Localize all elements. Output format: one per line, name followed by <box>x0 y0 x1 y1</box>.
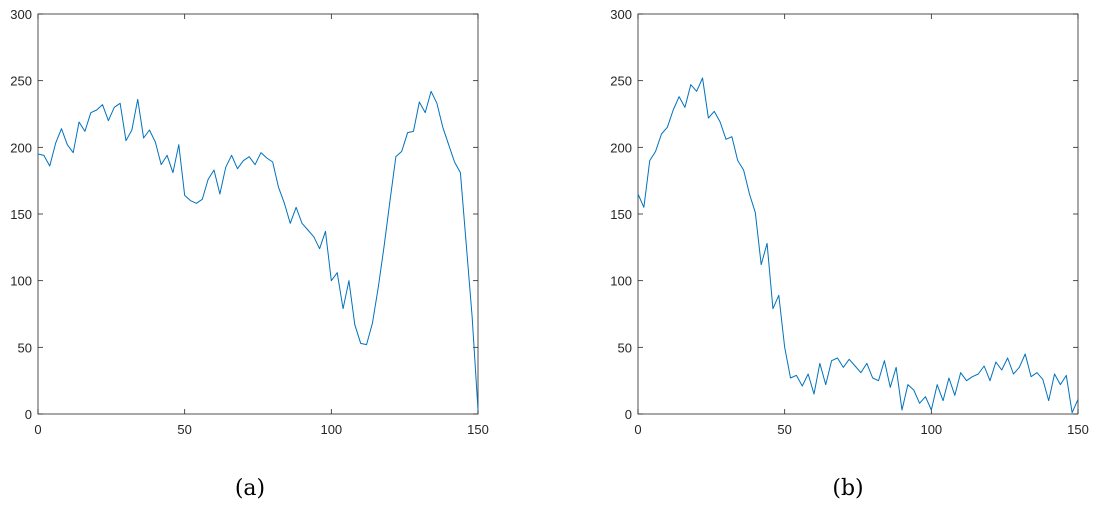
line-chart-a: 0 50 100 150 0 50 100 150 200 250 300 <box>10 7 489 437</box>
y-tick-label-a: 250 <box>10 74 32 89</box>
chart-panel-b: 0 50 100 150 0 50 100 150 200 250 300 (b) <box>548 0 1096 515</box>
y-tick-label-b: 250 <box>610 74 632 89</box>
series-line-a <box>37 90 479 411</box>
caption-b: (b) <box>832 476 864 501</box>
x-tick-label-a: 50 <box>177 422 191 437</box>
chart-panel-a: 0 50 100 150 0 50 100 150 200 250 300 (a) <box>10 7 489 501</box>
line-chart-b: 0 50 100 150 0 50 100 150 200 250 300 <box>610 7 1089 437</box>
y-tick-label-b: 0 <box>625 407 632 422</box>
y-tick-label-a: 300 <box>10 7 32 22</box>
y-tick-label-a: 150 <box>10 207 32 222</box>
y-tick-label-a: 200 <box>10 140 32 155</box>
x-tick-label-a: 0 <box>34 422 41 437</box>
series-line-b <box>637 77 1079 414</box>
caption-a: (a) <box>234 476 266 501</box>
y-tick-label-b: 300 <box>610 7 632 22</box>
y-tick-label-a: 100 <box>10 274 32 289</box>
plot-area-b <box>637 13 1079 415</box>
x-tick-label-b: 150 <box>1067 422 1089 437</box>
x-tick-label-a: 100 <box>320 422 342 437</box>
y-tick-label-a: 0 <box>25 407 32 422</box>
x-tick-label-a: 150 <box>467 422 489 437</box>
y-tick-label-b: 200 <box>610 140 632 155</box>
x-tick-label-b: 100 <box>920 422 942 437</box>
plot-area-a <box>37 13 479 415</box>
y-tick-label-b: 150 <box>610 207 632 222</box>
x-tick-label-b: 0 <box>634 422 641 437</box>
x-tick-label-b: 50 <box>777 422 791 437</box>
y-tick-label-a: 50 <box>18 340 32 355</box>
y-tick-label-b: 50 <box>618 340 632 355</box>
y-tick-label-b: 100 <box>610 274 632 289</box>
